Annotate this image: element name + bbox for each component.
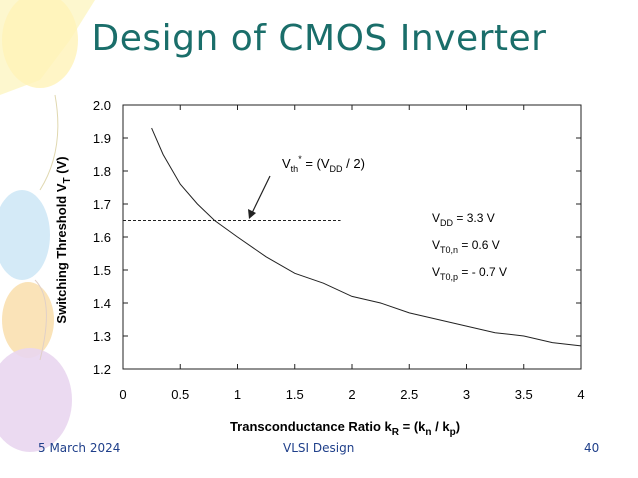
y-axis-label: Switching Threshold VT (V): [54, 156, 73, 323]
x-tick-label: 1: [234, 387, 241, 402]
y-tick-label: 1.7: [93, 197, 111, 212]
x-axis-label: Transconductance Ratio kR = (kn / kp): [230, 419, 460, 438]
x-tick-label: 3: [463, 387, 470, 402]
threshold-curve: [151, 127, 582, 347]
page-number: 40: [584, 441, 600, 455]
y-tick-label: 1.8: [93, 164, 111, 179]
y-tick-label: 2.0: [93, 98, 111, 113]
x-tick-label: 2.5: [400, 387, 418, 402]
y-tick-label: 1.2: [93, 362, 111, 377]
footer-title: VLSI Design: [283, 441, 355, 455]
x-tick-label: 2: [348, 387, 355, 402]
vth-arrow-head: [248, 209, 256, 219]
y-tick-label: 1.3: [93, 329, 111, 344]
y-tick-label: 1.4: [93, 296, 111, 311]
y-tick-label: 1.5: [93, 263, 111, 278]
vth-annotation: Vth* = (VDD / 2): [282, 154, 365, 174]
x-tick-label: 3.5: [515, 387, 533, 402]
x-tick-label: 0: [119, 387, 126, 402]
y-tick-label: 1.9: [93, 131, 111, 146]
plot-frame: [122, 104, 582, 370]
x-tick-label: 4: [577, 387, 584, 402]
x-tick-label: 0.5: [171, 387, 189, 402]
x-tick-group: 0 0.5 1 1.5 2 2.5 3 3.5 4: [119, 105, 585, 402]
vt0n-annotation: VT0,n = 0.6 V: [432, 238, 500, 255]
vdd-annotation: VDD = 3.3 V: [432, 211, 495, 228]
vt0p-annotation: VT0,p = - 0.7 V: [432, 265, 507, 282]
vth-arrow-line: [251, 175, 271, 214]
footer-date: 5 March 2024: [38, 441, 121, 455]
x-tick-label: 1.5: [286, 387, 304, 402]
y-tick-label: 1.6: [93, 230, 111, 245]
page-title: Design of CMOS Inverter: [91, 18, 547, 59]
y-tick-group: 1.2 1.3 1.4 1.5 1.6 1.7 1.8 1.9 2.0: [93, 98, 581, 377]
